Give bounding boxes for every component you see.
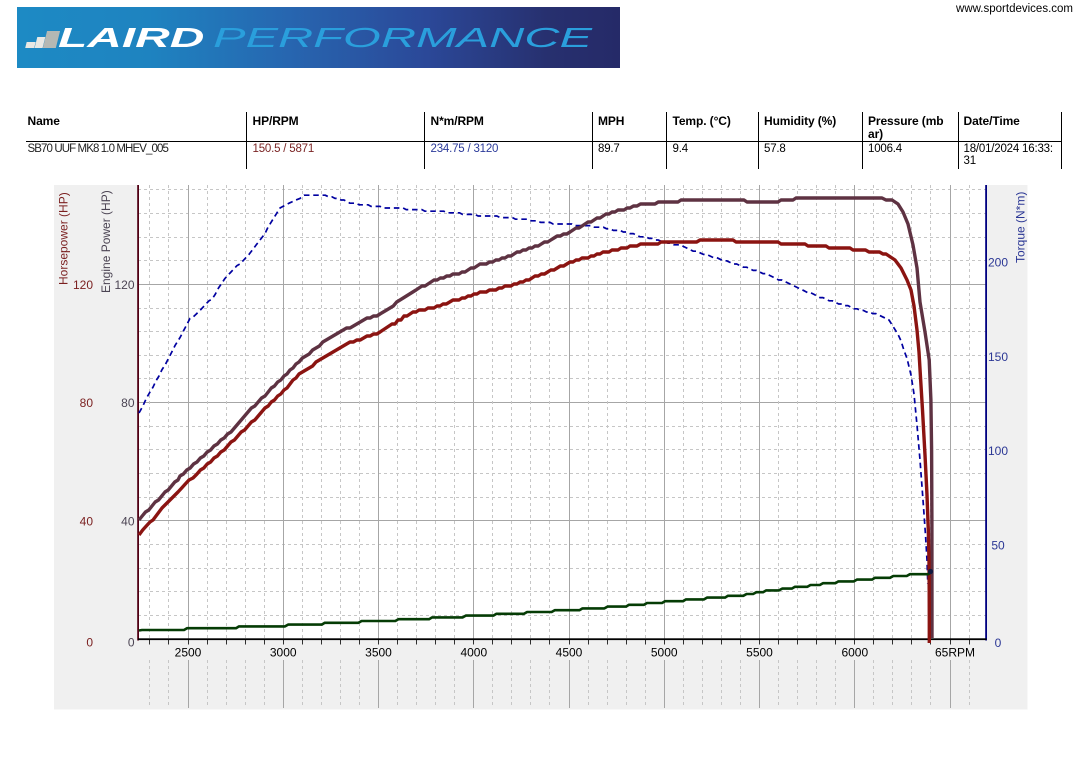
svg-text:100: 100: [988, 444, 1008, 458]
svg-text:50: 50: [991, 538, 1005, 552]
svg-text:3500: 3500: [365, 646, 392, 660]
svg-text:Torque (N*m): Torque (N*m): [1014, 192, 1028, 263]
svg-text:80: 80: [121, 396, 135, 410]
svg-text:2500: 2500: [175, 646, 202, 660]
svg-text:Horsepower (HP): Horsepower (HP): [57, 192, 71, 285]
svg-text:0: 0: [995, 636, 1002, 650]
svg-text:5000: 5000: [651, 646, 678, 660]
svg-text:120: 120: [114, 278, 134, 292]
svg-text:0: 0: [128, 636, 135, 650]
svg-text:200: 200: [988, 256, 1008, 270]
svg-text:3000: 3000: [270, 646, 297, 660]
svg-text:120: 120: [73, 278, 93, 292]
svg-text:5500: 5500: [746, 646, 773, 660]
svg-text:4000: 4000: [460, 646, 487, 660]
svg-text:40: 40: [121, 514, 135, 528]
svg-text:40: 40: [80, 514, 94, 528]
svg-text:Engine Power (HP): Engine Power (HP): [99, 190, 113, 293]
svg-text:80: 80: [80, 396, 94, 410]
svg-text:150: 150: [988, 350, 1008, 364]
svg-text:4500: 4500: [556, 646, 583, 660]
svg-text:0: 0: [86, 636, 93, 650]
svg-text:6000: 6000: [841, 646, 868, 660]
svg-text:65RPM: 65RPM: [935, 646, 975, 660]
